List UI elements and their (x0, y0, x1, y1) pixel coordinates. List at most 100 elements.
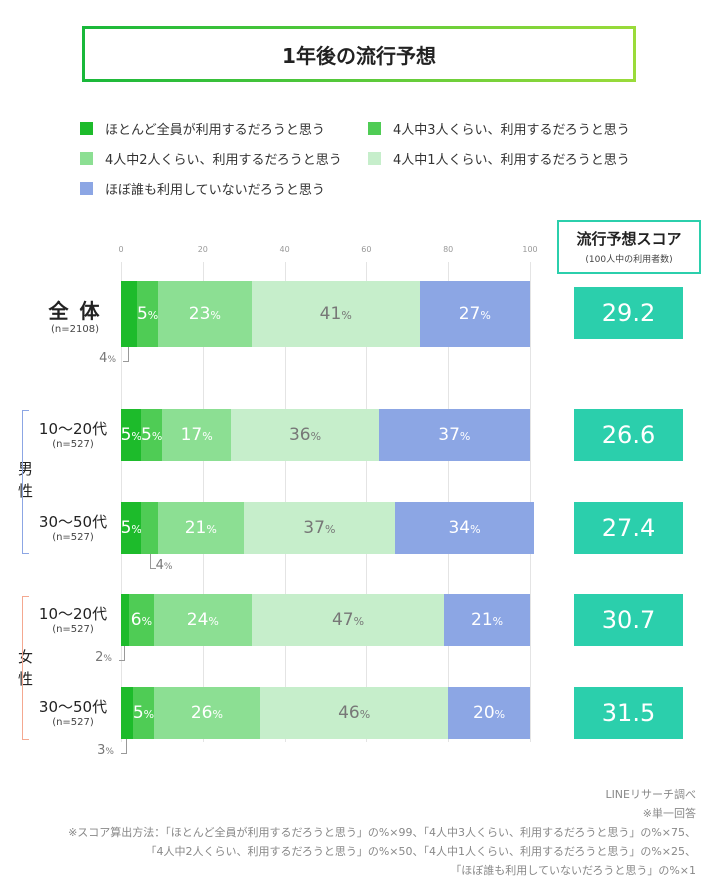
stacked-bar: 5% 23% 41% 27% (121, 281, 530, 347)
data-label-value: 17 (180, 425, 203, 445)
legend-item-all: ほとんど全員が利用するだろうと思う (80, 119, 325, 138)
data-label-unit: % (141, 615, 153, 628)
data-label-unit: % (131, 523, 142, 536)
data-label-value: 5 (120, 518, 132, 538)
legend-item-none: ほぼ誰も利用していないだろうと思う (80, 179, 325, 198)
data-label-value: 37 (438, 425, 460, 445)
data-label: 21% (471, 610, 503, 630)
score-box: 30.7 (574, 594, 683, 646)
data-label-unit: % (147, 309, 159, 322)
data-label-value: 20 (473, 703, 495, 723)
bar-segment: 5% (133, 687, 154, 739)
bar-segment: 41% (251, 281, 420, 347)
bar-segment: 46% (260, 687, 449, 739)
data-label-unit: % (208, 615, 219, 628)
data-label: 37% (438, 425, 470, 445)
row-label-n: (n=527) (52, 439, 94, 450)
data-label-unit: % (324, 523, 336, 536)
legend-item-three: 4人中3人くらい、利用するだろうと思う (368, 119, 630, 138)
legend-item-one: 4人中1人くらい、利用するだろうと思う (368, 149, 630, 168)
source-note: LINEリサーチ調べ (605, 788, 696, 801)
data-label-value: 21 (471, 610, 493, 630)
data-label-value: 36 (288, 425, 311, 445)
bar-segment: 21% (157, 502, 244, 554)
row-label-n: (n=2108) (51, 324, 99, 335)
score-method-note-2: 「4人中2人くらい、利用するだろうと思う」の%×50、「4人中1人くらい、利用す… (145, 845, 696, 858)
bar-segment: 5% (141, 409, 162, 461)
legend-label: 4人中3人くらい、利用するだろうと思う (393, 123, 630, 138)
legend-swatch (80, 122, 93, 135)
row-label: 10〜20代 (n=527) (28, 603, 118, 635)
data-label-unit: % (480, 309, 491, 322)
data-label-value: 4 (99, 351, 108, 366)
legend-swatch (368, 152, 381, 165)
legend-swatch (80, 182, 93, 195)
data-label-value: 26 (190, 703, 213, 723)
data-label: 36% (289, 425, 321, 445)
bar-segment: 17% (161, 409, 232, 461)
data-label: 21% (185, 518, 217, 538)
bar-segment: 27% (419, 281, 530, 347)
stacked-bar: 5% 26% 46% 20% (121, 687, 530, 739)
data-label: 47% (332, 610, 364, 630)
data-label-value: 23 (188, 304, 211, 324)
data-label: 24% (187, 610, 219, 630)
callout-line (119, 646, 126, 661)
row-label-name: 10〜20代 (38, 605, 108, 623)
data-label: 37% (303, 518, 335, 538)
row-label-n: (n=527) (52, 532, 94, 543)
data-label-unit: % (131, 430, 142, 443)
score-method-note-3: 「ほぼ誰も利用していないだろうと思う」の%×1 (450, 864, 696, 877)
legend-label: ほぼ誰も利用していないだろうと思う (105, 183, 325, 198)
data-label: 5% (121, 518, 142, 538)
bar-segment (121, 281, 138, 347)
bar-segment: 34% (395, 502, 535, 554)
data-label-unit: % (459, 430, 471, 443)
group-label-female: 女 性 (18, 648, 34, 688)
score-box: 26.6 (574, 409, 683, 461)
bar-segment (121, 594, 130, 646)
data-label-unit: % (143, 708, 155, 721)
data-label-value: 47 (331, 610, 354, 630)
data-label-unit: % (105, 747, 114, 757)
bar-segment: 6% (129, 594, 154, 646)
data-label-unit: % (494, 708, 506, 721)
data-label-unit: % (202, 430, 213, 443)
data-label-value: 21 (184, 518, 207, 538)
row-label-name: 30〜50代 (38, 513, 108, 531)
row-label: 全 体 (n=2108) (30, 295, 120, 335)
data-label-unit: % (353, 615, 365, 628)
group-label-male: 男 性 (18, 460, 34, 500)
data-label: 5% (141, 425, 162, 445)
data-label-unit: % (341, 309, 352, 322)
data-label-unit: % (103, 654, 112, 664)
callout-label: 4% (99, 351, 116, 366)
data-label-unit: % (206, 523, 217, 536)
data-label: 46% (338, 703, 370, 723)
legend-label: 4人中2人くらい、利用するだろうと思う (105, 153, 342, 168)
bar-segment: 5% (121, 502, 142, 554)
bar-segment (141, 502, 158, 554)
row-label: 10〜20代 (n=527) (28, 418, 118, 450)
group-bracket-male (22, 410, 29, 554)
bar-segment: 37% (378, 409, 530, 461)
data-label: 27% (459, 304, 491, 324)
data-label: 41% (320, 304, 352, 324)
score-header-sub: (100人中の利用者数) (585, 255, 673, 265)
bar-segment: 5% (136, 281, 159, 347)
callout-label: 2% (95, 650, 112, 665)
data-label-value: 5 (120, 425, 132, 445)
data-label: 5% (121, 425, 142, 445)
score-box: 31.5 (574, 687, 683, 739)
data-label: 26% (191, 703, 223, 723)
legend-swatch (80, 152, 93, 165)
data-label-unit: % (492, 615, 504, 628)
x-tick-label: 0 (118, 245, 124, 254)
data-label: 23% (189, 304, 221, 324)
data-label: 5% (133, 703, 154, 723)
callout-label: 3% (97, 743, 114, 758)
answer-note: ※単一回答 (642, 807, 696, 820)
data-label-value: 24 (186, 610, 209, 630)
data-label-value: 5 (136, 304, 148, 324)
bar-segment: 20% (448, 687, 530, 739)
